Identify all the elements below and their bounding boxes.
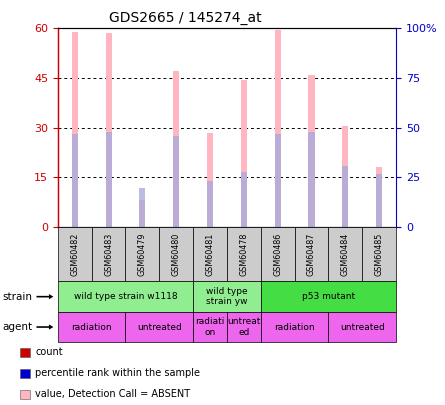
Bar xyxy=(241,80,247,227)
Text: GSM60484: GSM60484 xyxy=(341,232,350,276)
Text: GSM60483: GSM60483 xyxy=(104,232,113,276)
Text: wild type strain w1118: wild type strain w1118 xyxy=(74,292,177,301)
Bar xyxy=(328,312,396,342)
Bar xyxy=(241,172,247,227)
Bar xyxy=(295,227,328,281)
Bar xyxy=(207,132,213,227)
Text: radiation: radiation xyxy=(274,322,315,332)
Text: GSM60481: GSM60481 xyxy=(206,232,214,276)
Bar xyxy=(328,227,362,281)
Bar xyxy=(376,167,382,227)
Bar xyxy=(376,174,382,227)
Text: untreated: untreated xyxy=(340,322,384,332)
Text: untreat
ed: untreat ed xyxy=(227,318,261,337)
Bar xyxy=(139,188,146,227)
Bar xyxy=(227,312,261,342)
Bar xyxy=(105,33,112,227)
Bar xyxy=(227,227,261,281)
Text: GSM60478: GSM60478 xyxy=(239,232,248,276)
Bar xyxy=(308,75,315,227)
Text: p53 mutant: p53 mutant xyxy=(302,292,355,301)
Bar xyxy=(342,126,348,227)
Text: percentile rank within the sample: percentile rank within the sample xyxy=(35,369,200,378)
Text: wild type
strain yw: wild type strain yw xyxy=(206,287,248,306)
Text: agent: agent xyxy=(2,322,32,332)
Bar xyxy=(58,312,125,342)
Bar xyxy=(261,312,328,342)
Text: untreated: untreated xyxy=(137,322,182,332)
Bar xyxy=(58,281,193,312)
Bar xyxy=(125,312,193,342)
Text: radiati
on: radiati on xyxy=(195,318,225,337)
Bar xyxy=(72,134,78,227)
Bar xyxy=(125,227,159,281)
Bar xyxy=(193,312,227,342)
Text: strain: strain xyxy=(2,292,32,302)
Bar xyxy=(139,200,146,227)
Bar xyxy=(58,227,92,281)
Text: count: count xyxy=(35,347,63,357)
Bar xyxy=(308,132,315,227)
Text: GSM60486: GSM60486 xyxy=(273,232,282,276)
Text: GSM60487: GSM60487 xyxy=(307,232,316,276)
Bar xyxy=(342,166,348,227)
Text: GSM60485: GSM60485 xyxy=(375,232,384,276)
Text: GSM60482: GSM60482 xyxy=(70,232,79,276)
Bar xyxy=(72,32,78,227)
Bar xyxy=(159,227,193,281)
Bar xyxy=(92,227,125,281)
Bar xyxy=(261,227,295,281)
Text: radiation: radiation xyxy=(71,322,112,332)
Bar xyxy=(362,227,396,281)
Text: GDS2665 / 145274_at: GDS2665 / 145274_at xyxy=(109,11,261,25)
Bar xyxy=(193,227,227,281)
Text: GSM60480: GSM60480 xyxy=(172,232,181,276)
Bar xyxy=(275,134,281,227)
Bar xyxy=(193,281,261,312)
Text: value, Detection Call = ABSENT: value, Detection Call = ABSENT xyxy=(35,390,190,399)
Bar xyxy=(261,281,396,312)
Text: GSM60479: GSM60479 xyxy=(138,232,147,276)
Bar xyxy=(173,136,179,227)
Bar xyxy=(173,71,179,227)
Bar xyxy=(207,181,213,227)
Bar xyxy=(105,132,112,227)
Bar xyxy=(275,30,281,227)
